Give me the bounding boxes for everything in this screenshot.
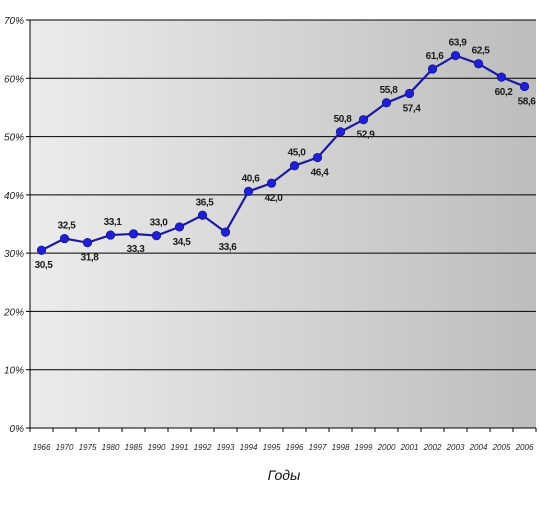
data-label: 30,5 xyxy=(35,260,54,271)
data-label: 58,6 xyxy=(518,96,537,107)
x-tick-label: 1966 xyxy=(33,443,51,452)
data-label: 61,6 xyxy=(426,51,445,62)
x-tick-label: 2002 xyxy=(423,443,442,452)
data-label: 32,5 xyxy=(58,221,77,232)
y-tick-label: 50% xyxy=(4,133,24,144)
data-point xyxy=(404,88,415,99)
data-point xyxy=(519,81,530,92)
y-tick-label: 70% xyxy=(4,16,24,27)
x-tick-label: 1996 xyxy=(286,443,304,452)
x-tick-label: 2004 xyxy=(469,443,488,452)
y-tick-label: 30% xyxy=(4,249,24,260)
data-label: 50,8 xyxy=(334,114,353,125)
data-label: 46,4 xyxy=(311,168,330,179)
data-point xyxy=(105,230,116,240)
data-label: 36,5 xyxy=(196,197,215,208)
data-label: 34,5 xyxy=(173,237,192,248)
data-label: 63,9 xyxy=(449,38,468,49)
data-point xyxy=(36,245,47,255)
x-tick-label: 1985 xyxy=(125,443,143,452)
x-tick-label: 1980 xyxy=(102,443,120,452)
x-tick-label: 1970 xyxy=(56,443,74,452)
y-tick-label: 20% xyxy=(3,307,24,318)
x-tick-label: 2000 xyxy=(377,443,396,452)
data-point xyxy=(427,64,438,74)
data-point xyxy=(335,127,346,137)
data-label: 52,9 xyxy=(357,130,376,141)
data-point xyxy=(473,59,484,69)
data-label: 57,4 xyxy=(403,103,422,114)
data-point xyxy=(450,50,461,61)
x-axis-title: Годы xyxy=(268,467,301,483)
y-axis-ticks: 0% 10% 20% 30% 40% 50% 60% 70% xyxy=(3,16,24,435)
data-label: 31,8 xyxy=(81,253,100,264)
series-line-group xyxy=(36,50,530,255)
plot-area xyxy=(30,20,536,428)
data-point xyxy=(381,98,392,108)
data-label: 33,0 xyxy=(150,218,169,229)
data-point xyxy=(358,115,369,125)
data-point xyxy=(243,186,254,196)
x-tick-label: 1994 xyxy=(240,443,258,452)
data-point xyxy=(128,229,139,239)
x-axis-ticks: 1966 1970 1975 1980 1985 1990 1991 1992 1993 1994… xyxy=(29,428,537,452)
x-tick-label: 1990 xyxy=(148,443,166,452)
x-tick-label: 1975 xyxy=(79,443,97,452)
data-label: 55,8 xyxy=(380,85,399,96)
data-point xyxy=(220,227,231,237)
data-labels: 30,5 32,5 31,8 33,1 33,3 33,0 34,5 36,5 33,6 40,6… xyxy=(35,38,537,272)
x-tick-label: 1993 xyxy=(217,443,235,452)
data-label: 33,6 xyxy=(219,242,238,253)
y-tick-label: 0% xyxy=(10,424,25,435)
data-label: 33,1 xyxy=(104,217,123,228)
data-point xyxy=(174,222,185,232)
series-line xyxy=(41,54,525,252)
data-label: 62,5 xyxy=(472,46,491,57)
x-tick-label: 1995 xyxy=(263,443,281,452)
data-point xyxy=(151,231,162,241)
x-tick-label: 2005 xyxy=(492,443,511,452)
data-point xyxy=(266,178,277,188)
x-tick-label: 1991 xyxy=(171,443,189,452)
data-point xyxy=(289,161,300,171)
gridlines xyxy=(26,19,536,429)
data-point xyxy=(312,152,323,163)
data-point xyxy=(496,72,507,82)
data-label: 40,6 xyxy=(242,173,261,184)
x-tick-label: 1998 xyxy=(332,443,350,452)
data-label: 33,3 xyxy=(127,244,146,255)
data-label: 60,2 xyxy=(495,87,514,98)
x-tick-label: 1997 xyxy=(309,443,327,452)
data-point xyxy=(82,238,93,248)
y-tick-label: 10% xyxy=(4,366,24,377)
x-tick-label: 2006 xyxy=(515,443,534,452)
data-point xyxy=(197,210,208,220)
y-tick-label: 40% xyxy=(4,191,24,202)
x-tick-label: 1999 xyxy=(355,443,373,452)
x-tick-label: 2003 xyxy=(446,443,465,452)
x-tick-label: 1992 xyxy=(194,443,212,452)
data-label: 42,0 xyxy=(265,193,284,204)
data-point xyxy=(59,233,70,244)
y-tick-label: 60% xyxy=(4,74,24,85)
data-label: 45,0 xyxy=(288,148,307,159)
x-tick-label: 2001 xyxy=(400,443,419,452)
